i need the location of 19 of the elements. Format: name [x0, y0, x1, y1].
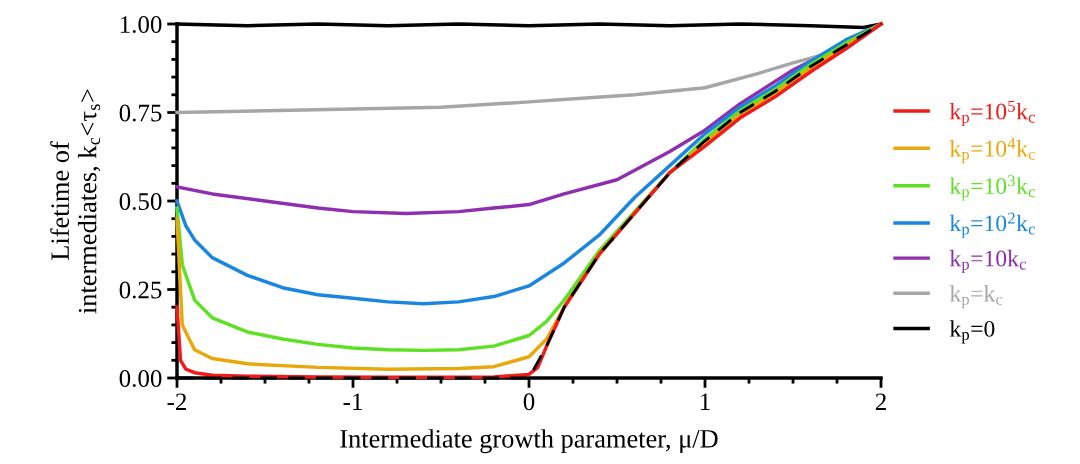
x-tick-label: 0	[523, 393, 535, 411]
y-tick-label: 0.75	[119, 104, 162, 122]
legend-label: k$_{p}$=10$^{5}$k$_{c}$	[949, 100, 1035, 127]
x-tick-label: -2	[167, 393, 187, 410]
x-tick-label: 2	[875, 393, 886, 410]
legend-label: k$_{p}$=10$^{2}$k$_{c}$	[949, 212, 1035, 238]
x-tick-label: 1	[700, 393, 710, 410]
legend-label: k$_{p}$=10$^{3}$k$_{c}$	[949, 175, 1035, 201]
legend-label: k$_{p}$=0	[949, 320, 995, 344]
y-tick-label: 0.00	[119, 370, 162, 388]
y-axis-title: Lifetime of intermediates, k$_{c}$<τ$_{s}$>	[50, 89, 101, 314]
legend-label: k$_{p}$=10k$_{c}$	[949, 249, 1026, 274]
y-tick-label: 0.25	[119, 281, 162, 299]
y-tick-label: 1.00	[120, 16, 162, 34]
x-tick-label: -1	[343, 393, 362, 410]
legend-label: k$_{p}$=10$^{4}$k$_{c}$	[949, 137, 1035, 164]
legend-label: k$_{p}$=k$_{c}$	[949, 285, 1003, 309]
x-axis-title: Intermediate growth parameter, μ/D	[340, 429, 718, 454]
y-tick-label: 0.50	[119, 193, 162, 211]
